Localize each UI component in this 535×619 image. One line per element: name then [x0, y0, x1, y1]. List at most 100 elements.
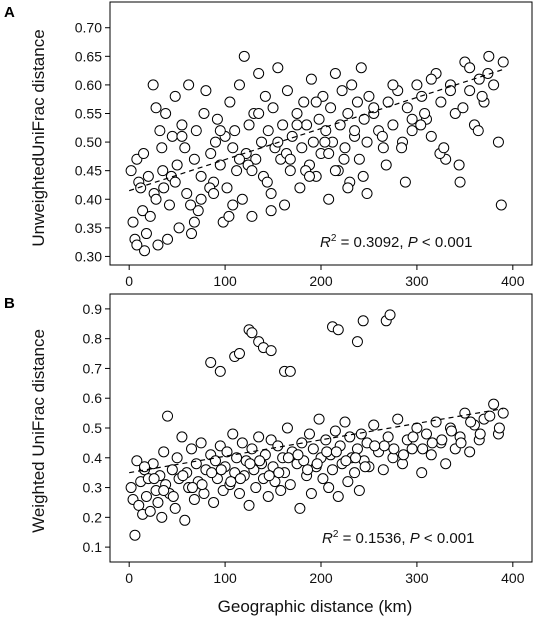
panel-a-points — [125, 50, 509, 257]
data-point — [388, 443, 400, 455]
data-point — [214, 125, 226, 137]
data-point — [369, 440, 381, 452]
data-point — [211, 113, 223, 125]
data-point — [378, 440, 390, 452]
data-point — [319, 136, 331, 148]
data-point — [214, 365, 226, 377]
data-point — [327, 464, 339, 476]
data-point — [406, 443, 418, 455]
data-point — [125, 165, 137, 177]
data-point — [195, 193, 207, 205]
data-point — [137, 205, 149, 217]
x-tick-label: 200 — [309, 570, 333, 586]
data-point — [188, 216, 200, 228]
data-point — [284, 153, 296, 165]
x-axis-title: Geographic distance (km) — [218, 597, 413, 616]
data-point — [176, 431, 188, 443]
data-point — [254, 455, 266, 467]
data-point — [445, 425, 457, 437]
x-tick-label: 0 — [125, 570, 133, 586]
data-point — [351, 336, 363, 348]
panel-a-x-axis: 0 100 200 300 400 — [125, 265, 525, 289]
data-point — [474, 428, 486, 440]
data-point — [147, 79, 159, 91]
data-point — [272, 440, 284, 452]
panel-a: A UnweightedUniFrac distance 0.30 0.35 0.4… — [4, 1, 533, 289]
data-point — [313, 413, 325, 425]
x-tick-label: 400 — [501, 570, 525, 586]
data-point — [430, 416, 442, 428]
data-point — [233, 153, 245, 165]
data-point — [281, 85, 293, 97]
data-point — [416, 467, 428, 479]
data-point — [438, 142, 450, 154]
data-point — [125, 482, 137, 494]
x-tick-label: 300 — [405, 273, 429, 289]
data-point — [454, 176, 466, 188]
panel-b-plot-frame — [109, 293, 533, 563]
data-point — [368, 102, 380, 114]
data-point — [387, 452, 399, 464]
data-point — [150, 193, 162, 205]
data-point — [273, 467, 285, 479]
data-point — [171, 159, 183, 171]
data-point — [336, 85, 348, 97]
data-point — [162, 410, 174, 422]
data-point — [406, 113, 418, 125]
data-point — [188, 493, 200, 505]
data-point — [210, 136, 221, 148]
data-point — [425, 73, 437, 85]
data-point — [339, 142, 351, 154]
data-point — [334, 119, 346, 131]
data-point — [227, 199, 239, 211]
data-point — [144, 505, 156, 517]
data-point — [484, 410, 496, 422]
data-point — [267, 102, 279, 114]
data-point — [263, 470, 275, 482]
x-tick-label: 100 — [213, 273, 237, 289]
data-point — [198, 488, 210, 500]
data-point — [351, 96, 363, 108]
data-point — [139, 245, 151, 257]
y-tick-label: 0.50 — [75, 134, 102, 150]
data-point — [179, 142, 191, 154]
data-point — [227, 428, 239, 440]
data-point — [453, 159, 465, 171]
data-point — [198, 107, 210, 119]
data-point — [277, 119, 289, 131]
data-point — [169, 176, 181, 188]
data-point — [323, 482, 335, 494]
x-tick-label: 0 — [125, 273, 133, 289]
y-tick-label: 0.40 — [75, 191, 102, 207]
data-point — [284, 165, 296, 177]
data-point — [158, 485, 170, 497]
data-point — [307, 136, 319, 148]
y-tick-label: 0.30 — [75, 248, 102, 264]
data-point — [401, 102, 413, 114]
data-point — [382, 96, 394, 108]
data-point — [350, 452, 362, 464]
data-point — [190, 125, 202, 137]
data-point — [200, 85, 212, 97]
data-point — [407, 431, 419, 443]
data-point — [265, 345, 277, 357]
data-point — [497, 56, 509, 68]
data-point — [253, 431, 265, 443]
data-point — [464, 62, 476, 74]
data-point — [320, 125, 332, 137]
data-point — [377, 464, 389, 476]
data-point — [301, 119, 313, 131]
data-point — [329, 67, 341, 79]
data-point — [246, 165, 258, 177]
data-point — [311, 458, 323, 470]
y-tick-label: 0.8 — [83, 331, 103, 347]
data-point — [142, 170, 154, 182]
panel-a-label: A — [4, 4, 15, 21]
data-point — [349, 467, 361, 479]
data-point — [363, 90, 375, 102]
data-point — [298, 96, 310, 108]
data-point — [397, 449, 409, 461]
x-tick-label: 200 — [309, 273, 333, 289]
data-point — [294, 502, 306, 514]
data-point — [344, 431, 356, 443]
